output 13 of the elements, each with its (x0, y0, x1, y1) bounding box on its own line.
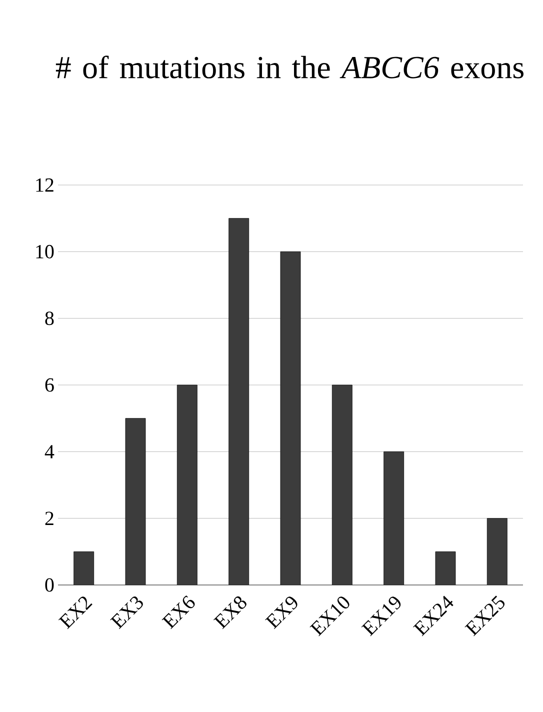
y-tick-label: 8 (45, 312, 54, 326)
x-tick-label: EX8 (213, 596, 246, 630)
x-tick-label: EX3 (110, 596, 143, 630)
chart-title: # of mutations in the ABCC6 exons (56, 56, 524, 78)
y-tick-label: 10 (36, 244, 54, 258)
x-tick-label: EX2 (58, 596, 92, 630)
x-tick-label: EX9 (265, 596, 298, 630)
y-tick-label: 0 (45, 578, 54, 592)
y-tick-label: 4 (44, 445, 54, 458)
y-tick-label: 2 (45, 512, 54, 525)
x-tick-label: EX6 (162, 596, 195, 630)
y-tick-label: 12 (36, 178, 54, 192)
y-tick-label: 6 (45, 378, 54, 392)
